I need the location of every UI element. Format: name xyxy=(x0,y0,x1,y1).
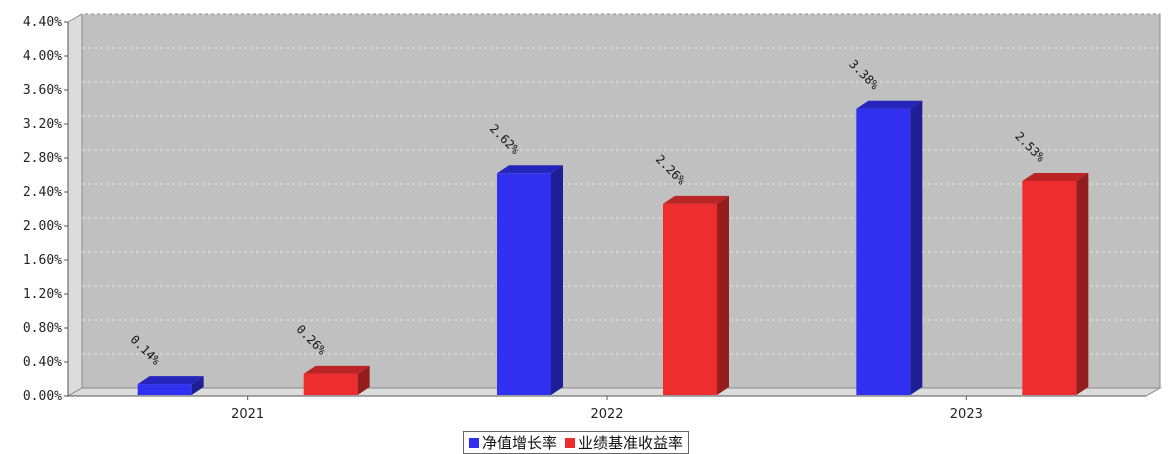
y-tick-label: 2.80% xyxy=(23,151,62,166)
bar-side-face xyxy=(717,195,729,395)
bar-净值增长率-2021 xyxy=(137,376,204,395)
bar-top-face xyxy=(663,195,729,204)
bar-top-face xyxy=(856,100,923,109)
y-axis: 0.00% 0.40% 0.80% 1.20% 1.60% 2.00% 2.40% 2.80%… xyxy=(23,15,69,404)
legend-swatch-series-2 xyxy=(565,437,576,448)
x-axis: 2021 2022 2023 xyxy=(68,395,1146,422)
y-tick-label: 4.40% xyxy=(23,15,62,30)
bar-side-face xyxy=(551,165,563,395)
bar-净值增长率-2023 xyxy=(856,100,923,395)
y-tick-label: 2.40% xyxy=(23,185,62,200)
y-tick-label: 0.80% xyxy=(23,321,62,336)
bar-front-face xyxy=(1022,180,1077,395)
legend-item-series-1: 净值增长率 xyxy=(469,432,557,453)
legend-label-series-2: 业绩基准收益率 xyxy=(578,434,684,452)
y-tick-label: 4.00% xyxy=(23,49,62,64)
bar-front-face xyxy=(663,203,717,395)
bar-side-face xyxy=(910,100,923,395)
y-tick-label: 0.00% xyxy=(23,389,62,404)
bar-side-face xyxy=(1076,172,1089,395)
plot-background xyxy=(81,13,1161,389)
bar-top-face xyxy=(303,365,370,374)
plot-wall-left xyxy=(67,13,83,397)
bar-净值增长率-2022 xyxy=(497,165,563,395)
bar-业绩基准收益率-2021 xyxy=(303,365,370,395)
bar-front-face xyxy=(856,108,911,395)
legend-swatch-series-1 xyxy=(469,437,479,448)
x-tick-label: 2021 xyxy=(231,407,264,422)
legend-item-series-2: 业绩基准收益率 xyxy=(565,432,683,453)
bar-top-face xyxy=(497,165,563,174)
bar-front-face xyxy=(303,373,358,395)
y-tick-label: 0.40% xyxy=(23,355,62,370)
x-tick-label: 2022 xyxy=(590,407,623,422)
bar-top-face xyxy=(1022,172,1089,181)
bar-业绩基准收益率-2022 xyxy=(663,195,729,395)
plot-floor xyxy=(66,387,1162,397)
y-tick-label: 3.60% xyxy=(23,83,62,98)
legend: 净值增长率 业绩基准收益率 xyxy=(463,431,690,454)
y-tick-label: 1.20% xyxy=(23,287,62,302)
y-tick-label: 1.60% xyxy=(23,253,62,268)
bars xyxy=(137,100,1089,395)
bar-top-face xyxy=(137,376,204,385)
bar-front-face xyxy=(137,384,192,395)
bar-业绩基准收益率-2023 xyxy=(1022,172,1089,395)
y-tick-label: 3.20% xyxy=(23,117,62,132)
y-tick-label: 2.00% xyxy=(23,219,62,234)
legend-label-series-1: 净值增长率 xyxy=(482,434,558,452)
bar-side-face xyxy=(357,365,370,395)
x-tick-label: 2023 xyxy=(950,407,983,422)
bar-side-face xyxy=(191,376,204,395)
bar-front-face xyxy=(497,173,551,395)
